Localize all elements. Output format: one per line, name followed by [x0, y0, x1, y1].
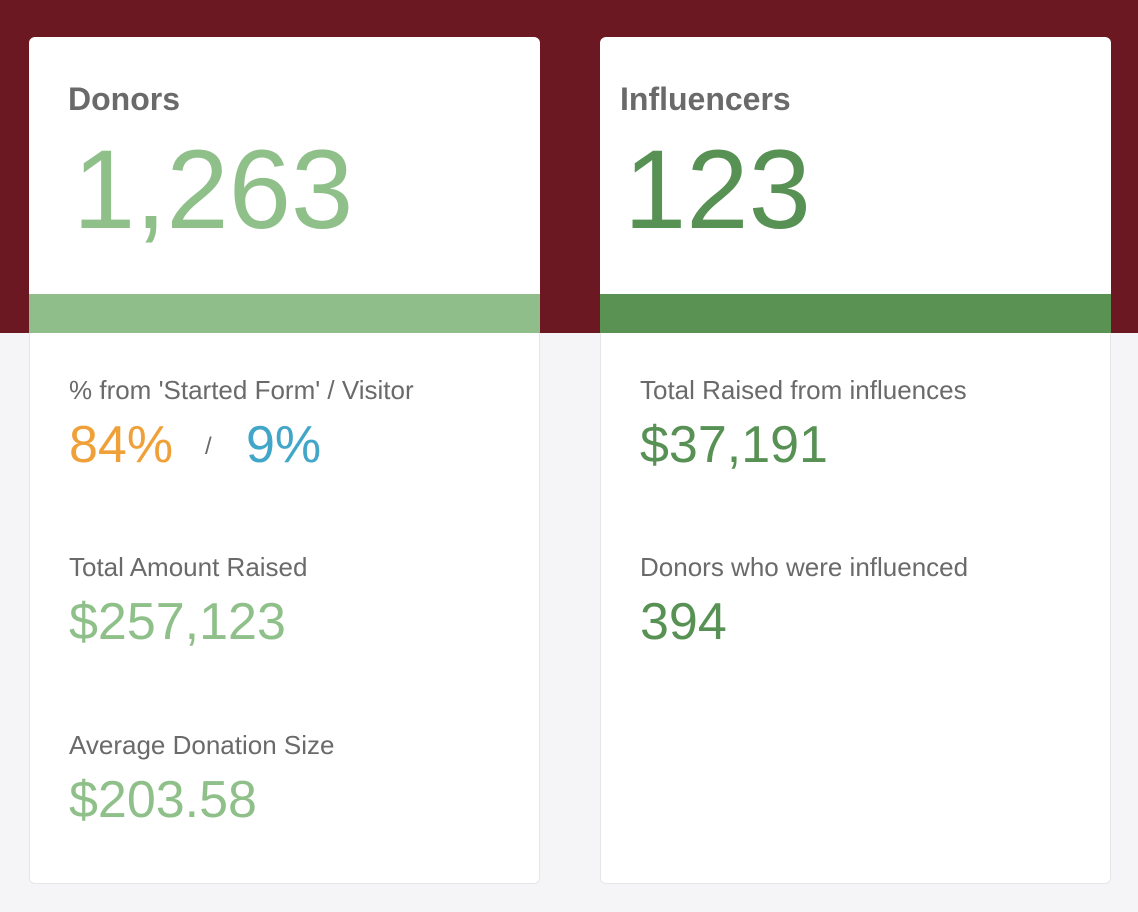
donors-card-header: Donors 1,263	[29, 37, 540, 294]
influencers-card-header: Influencers 123	[600, 37, 1111, 294]
average-donation-value: $203.58	[69, 771, 257, 829]
influencers-accent-bar	[600, 294, 1111, 333]
total-amount-raised-label: Total Amount Raised	[69, 552, 308, 582]
visitor-percentage: 9%	[246, 416, 322, 474]
donors-accent-bar	[29, 294, 540, 333]
donors-influenced-value: 394	[640, 593, 727, 651]
percentage-separator: /	[205, 433, 212, 460]
influencers-card: Influencers 123 Total Raised from influe…	[600, 37, 1111, 884]
average-donation-label: Average Donation Size	[69, 730, 335, 760]
total-amount-raised-value: $257,123	[69, 593, 286, 651]
started-form-percentage: 84%	[69, 416, 174, 474]
influencers-count: 123	[624, 127, 811, 252]
influencers-metrics: Total Raised from influences $37,191 Don…	[600, 333, 1111, 884]
influencers-title: Influencers	[620, 81, 791, 117]
donors-title: Donors	[68, 81, 180, 117]
donors-card: Donors 1,263 % from 'Started Form' / Vis…	[29, 37, 540, 884]
started-form-label: % from 'Started Form' / Visitor	[69, 375, 414, 405]
donors-influenced-label: Donors who were influenced	[640, 552, 969, 582]
donors-metrics: % from 'Started Form' / Visitor 84% / 9%…	[29, 333, 540, 884]
donors-count: 1,263	[73, 127, 354, 252]
influence-total-raised-label: Total Raised from influences	[640, 375, 967, 405]
influence-total-raised-value: $37,191	[640, 416, 828, 474]
